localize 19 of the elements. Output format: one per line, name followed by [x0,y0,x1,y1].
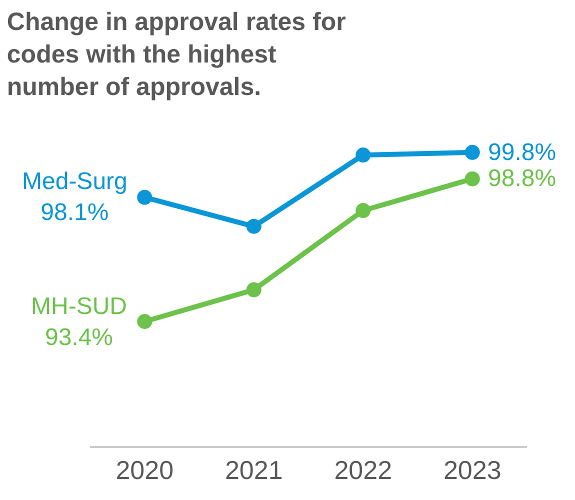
point [137,190,152,205]
point [356,203,371,218]
x-tick-label: 2021 [224,454,283,485]
x-tick-label: 2023 [443,454,502,485]
data-label: 93.4% [44,324,114,352]
point [246,218,262,234]
x-tick-label: 2022 [334,454,392,485]
point [246,282,262,298]
x-tick-label: 2020 [116,454,174,485]
data-label: 98.8% [488,165,556,192]
data-label: 98.1% [40,199,109,226]
data-label: 99.8% [488,139,556,166]
point [464,171,480,186]
point [464,144,480,160]
point [356,148,371,163]
series-label: MH-SUD [31,293,127,320]
series-label: Med-Surg [22,168,128,195]
point [137,314,152,329]
chart-title: Change in approval rates for codes with the highest number of approvals. [6,8,346,101]
